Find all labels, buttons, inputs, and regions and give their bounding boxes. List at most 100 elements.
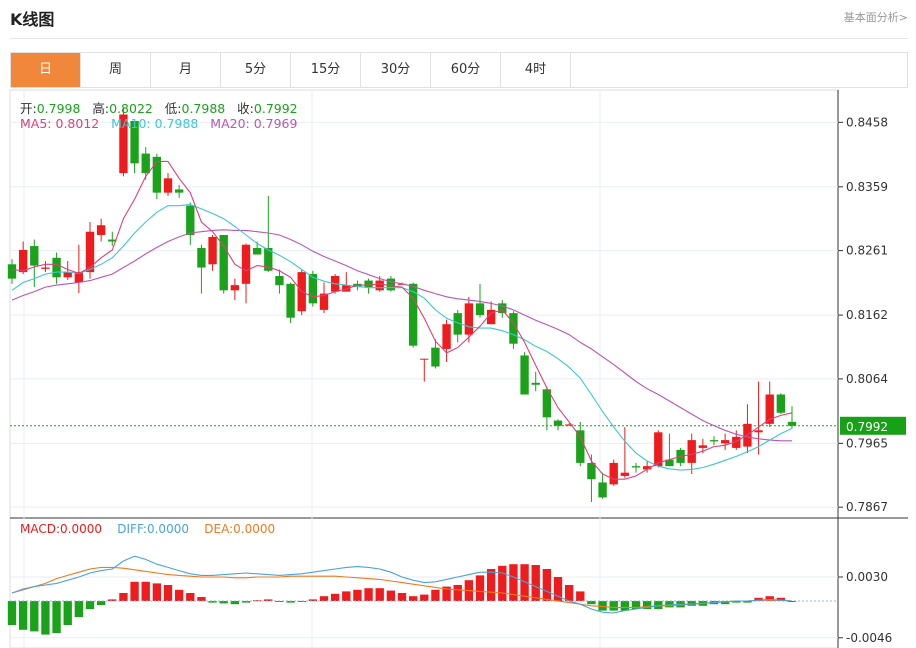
close-label: 收: — [237, 101, 254, 116]
macd-bar-16 — [186, 593, 195, 601]
tab-30min[interactable]: 30分 — [361, 53, 431, 87]
diff-label: DIFF: — [117, 522, 147, 536]
last-price-label: 0.7992 — [846, 420, 888, 434]
candle-body-49 — [553, 420, 563, 426]
candle-body-46 — [520, 355, 529, 395]
candle-body-11 — [130, 121, 139, 164]
ma20-line — [11, 229, 792, 442]
tab-60min[interactable]: 60分 — [431, 53, 501, 87]
ma10-label: MA10: — [111, 116, 151, 131]
macd-bar-29 — [330, 593, 340, 601]
low-value: 0.7988 — [181, 101, 226, 116]
macd-bar-36 — [408, 596, 418, 601]
candle-body-5 — [63, 272, 72, 278]
candle-body-10 — [119, 114, 128, 174]
macd-bar-48 — [542, 569, 552, 601]
ma20-value: 0.7969 — [253, 116, 298, 131]
macd-bar-42 — [475, 575, 485, 601]
high-label: 高: — [92, 101, 110, 116]
dea-label: DEA: — [204, 522, 234, 536]
macd-bar-30 — [342, 591, 351, 601]
ma5-line — [11, 160, 793, 480]
macd-bar-44 — [498, 565, 507, 601]
candle-body-41 — [464, 303, 474, 335]
macd-bar-32 — [364, 588, 373, 601]
candle-body-53 — [598, 482, 607, 498]
fundamental-analysis-link[interactable]: 基本面分析> — [843, 11, 908, 24]
tab-week[interactable]: 周 — [81, 53, 151, 87]
candle-body-43 — [486, 309, 496, 325]
macd-bar-28 — [319, 596, 329, 601]
candle-body-3 — [41, 267, 50, 269]
candle-body-57 — [642, 466, 652, 470]
ma10-value: 0.7988 — [154, 116, 199, 131]
macd-bar-61 — [687, 601, 696, 606]
macd-bar-39 — [442, 586, 451, 601]
macd-bar-18 — [208, 601, 217, 603]
candle-body-17 — [197, 248, 206, 268]
macd-bar-33 — [375, 588, 384, 601]
candle-body-6 — [74, 272, 84, 283]
candle-body-62 — [698, 445, 708, 448]
macd-bar-34 — [386, 590, 396, 601]
macd-bar-38 — [431, 589, 440, 601]
tab-day[interactable]: 日 — [11, 53, 81, 87]
candle-body-14 — [163, 178, 173, 193]
ohlc-readout: 开:0.7998 高:0.8022 低:0.7988 收:0.7992 — [20, 98, 298, 117]
high-value: 0.8022 — [109, 101, 153, 116]
macd-bar-45 — [509, 564, 518, 601]
candle-body-25 — [286, 283, 295, 318]
price-tick-label-6: 0.7867 — [846, 500, 888, 514]
candle-body-8 — [96, 225, 106, 235]
candle-body-52 — [587, 462, 596, 480]
candle-body-51 — [576, 430, 585, 463]
macd-bar-0 — [7, 601, 17, 625]
candle-body-18 — [208, 236, 217, 265]
macd-bar-7 — [85, 601, 95, 609]
macd-bar-11 — [130, 581, 139, 601]
tab-15min[interactable]: 15分 — [291, 53, 361, 87]
low-label: 低: — [164, 101, 182, 116]
candle-body-1 — [18, 249, 28, 273]
candle-body-55 — [620, 472, 630, 476]
macd-bar-35 — [397, 593, 407, 601]
macd-label: MACD: — [20, 522, 61, 536]
candle-body-67 — [754, 430, 763, 433]
candle-body-65 — [732, 436, 741, 448]
tab-5min[interactable]: 5分 — [221, 53, 291, 87]
candle-body-9 — [108, 239, 117, 242]
ma10-line — [11, 203, 793, 471]
macd-bar-20 — [230, 601, 240, 605]
candle-body-47 — [531, 382, 540, 385]
macd-bar-17 — [197, 597, 206, 601]
macd-bar-22 — [252, 600, 262, 602]
macd-bar-58 — [654, 601, 663, 609]
candle-body-44 — [498, 303, 507, 314]
candle-body-0 — [7, 264, 17, 279]
macd-bar-56 — [631, 601, 641, 609]
candle-body-28 — [319, 293, 329, 310]
candle-body-48 — [542, 389, 552, 418]
macd-tick-label-1: -0.0046 — [846, 631, 892, 645]
macd-bar-1 — [18, 601, 28, 630]
tab-4hour[interactable]: 4时 — [501, 53, 571, 87]
last-price-badge — [840, 416, 906, 435]
macd-bar-59 — [665, 601, 674, 608]
macd-bar-40 — [453, 585, 462, 601]
candle-body-56 — [631, 466, 641, 468]
diff-value: 0.0000 — [146, 522, 189, 536]
candle-body-61 — [687, 440, 696, 463]
tab-month[interactable]: 月 — [151, 53, 221, 87]
price-tick-label-2: 0.8261 — [846, 244, 888, 258]
candle-body-33 — [375, 280, 384, 291]
macd-bar-10 — [119, 593, 128, 601]
grid-lines — [9, 89, 908, 648]
candle-body-63 — [709, 440, 719, 442]
macd-bar-31 — [353, 589, 362, 601]
macd-histogram — [7, 564, 838, 635]
macd-tick-label-0: 0.0030 — [846, 570, 888, 584]
price-tick-label-3: 0.8162 — [846, 308, 888, 322]
macd-bar-9 — [108, 599, 117, 601]
candle-body-4 — [52, 257, 61, 278]
